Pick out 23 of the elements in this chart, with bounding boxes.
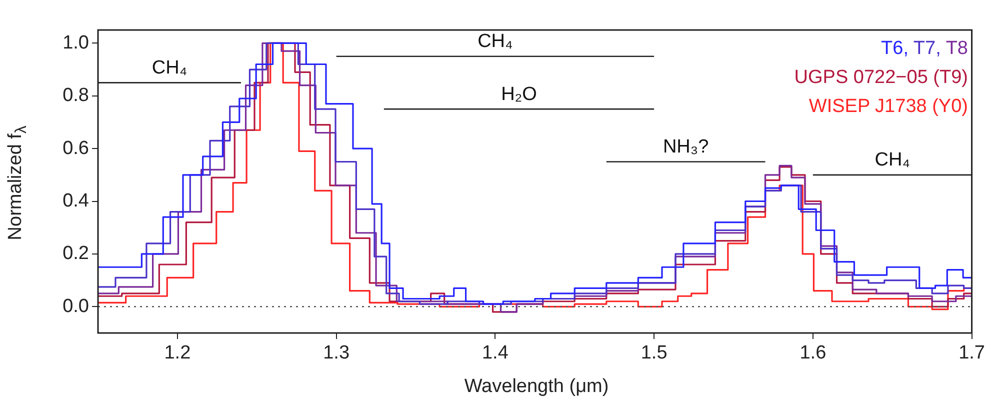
y-tick-label: 0.4 (62, 190, 90, 212)
x-tick-label: 1.6 (800, 342, 826, 364)
y-tick-label: 0.2 (62, 243, 89, 264)
text: T6, (881, 38, 908, 59)
x-tick-label: 1.4 (482, 342, 509, 364)
x-tick-label: 1.2 (164, 342, 191, 364)
text: T8 (946, 38, 968, 59)
annotation: NH₃? (662, 136, 709, 158)
x-tick-label: 1.5 (640, 342, 668, 364)
x-tick-label: 1.7 (958, 342, 986, 364)
annotation: CH₄ (152, 57, 188, 78)
y-tick-label: 1.0 (62, 32, 89, 54)
y-tick-label: 0.8 (62, 85, 89, 106)
y-tick-label: 0.0 (62, 296, 89, 317)
y-tick-label: 0.6 (62, 138, 89, 159)
annotation: CH₄ (478, 31, 514, 52)
annotation: H₂O (501, 84, 537, 105)
text: T7, (913, 38, 941, 59)
text: WISEP J1738 (Y0) (808, 96, 968, 117)
text: UGPS 0722−05 (T9) (794, 67, 968, 88)
x-axis-title: Wavelength (μm) (463, 376, 610, 398)
annotation: CH₄ (874, 150, 910, 171)
x-tick-label: 1.3 (323, 342, 350, 364)
